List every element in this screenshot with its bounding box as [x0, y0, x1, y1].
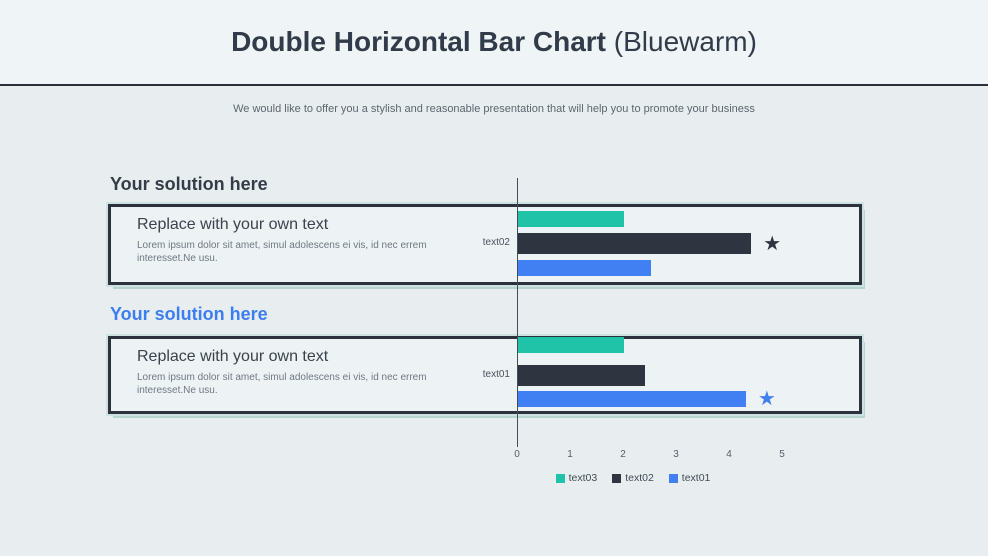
chart-axis-line — [517, 178, 518, 447]
card-title: Replace with your own text — [137, 216, 329, 233]
page-title-bold: Double Horizontal Bar Chart — [231, 26, 606, 57]
x-tick-label: 2 — [620, 449, 626, 460]
page-title: Double Horizontal Bar Chart (Bluewarm) — [231, 26, 757, 58]
x-tick-label: 0 — [514, 449, 520, 460]
page-title-regular: (Bluewarm) — [606, 26, 757, 57]
legend-swatch-icon — [555, 473, 565, 483]
legend-swatch-icon — [668, 473, 678, 483]
x-tick-label: 5 — [779, 449, 785, 460]
x-tick-label: 3 — [673, 449, 679, 460]
section-heading-1: Your solution here — [110, 174, 268, 194]
legend-label: text03 — [568, 472, 598, 484]
bar-group-label-text01: text01 — [482, 369, 510, 380]
card-title: Replace with your own text — [137, 348, 329, 365]
legend-label: text02 — [625, 472, 654, 484]
x-tick-label: 1 — [567, 449, 573, 460]
legend-item-text03: text03 — [555, 472, 598, 484]
x-tick-label: 4 — [726, 449, 732, 460]
bar-group-label-text02: text02 — [482, 237, 510, 248]
legend-swatch-icon — [612, 473, 622, 483]
header: Double Horizontal Bar Chart (Bluewarm) — [0, 0, 988, 86]
subtitle: We would like to offer you a stylish and… — [233, 103, 755, 115]
legend-label: text01 — [681, 472, 711, 484]
card-body: Lorem ipsum dolor sit amet, simul adoles… — [137, 240, 427, 265]
chart-legend: text03 text02 text01 — [500, 472, 766, 484]
legend-item-text02: text02 — [612, 472, 654, 484]
section-heading-2: Your solution here — [110, 304, 268, 324]
legend-item-text01: text01 — [668, 472, 711, 484]
card-body: Lorem ipsum dolor sit amet, simul adoles… — [137, 372, 427, 397]
